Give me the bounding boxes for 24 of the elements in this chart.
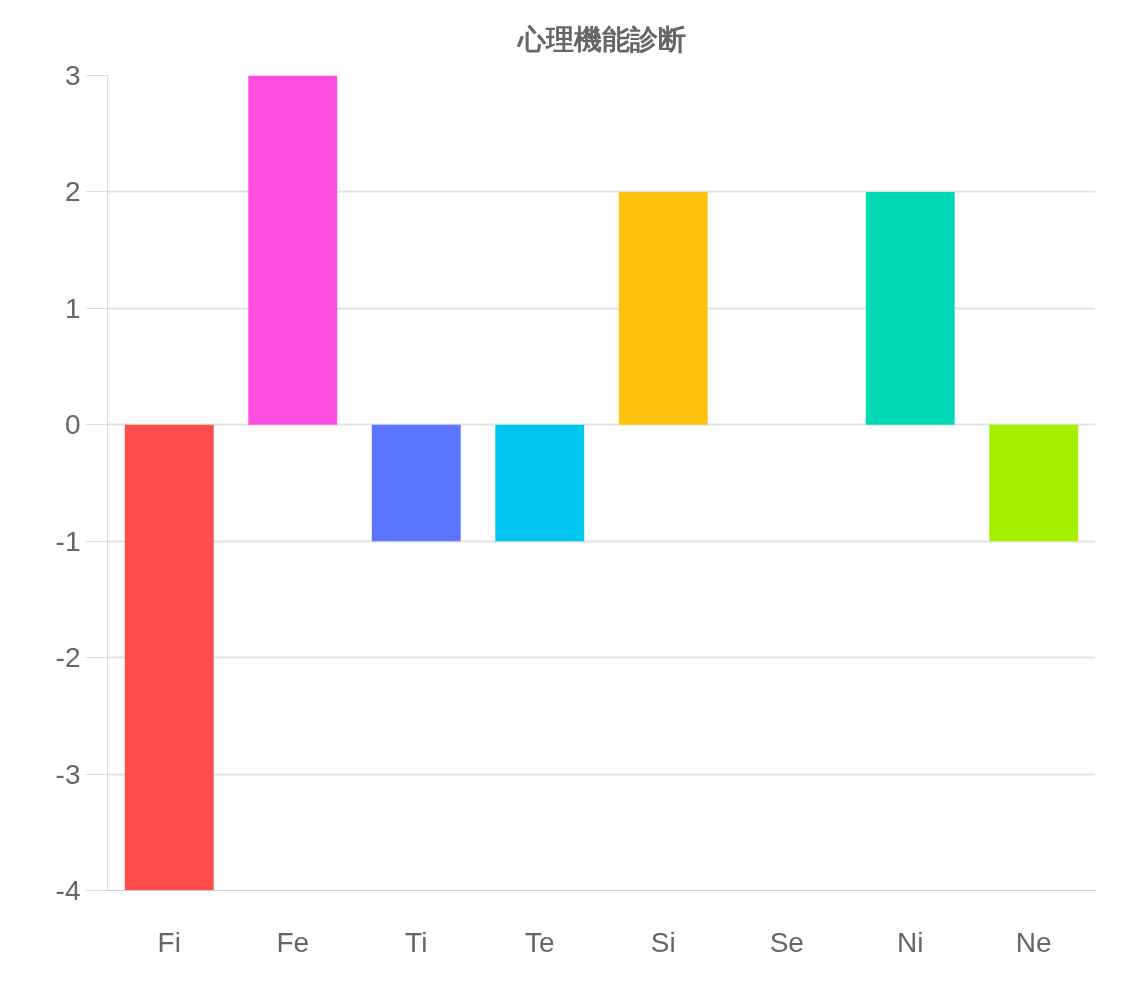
bar	[124, 424, 214, 891]
y-tick-label: 2	[64, 176, 81, 208]
y-tick-label: -3	[55, 758, 81, 790]
x-tick-label: Ni	[897, 926, 924, 958]
bar	[865, 191, 955, 425]
chart-title: 心理機能診断	[515, 22, 686, 56]
bar	[248, 75, 338, 425]
x-tick-label: Fe	[276, 926, 310, 958]
x-tick-label: Ti	[405, 926, 428, 958]
x-tick-label: Ne	[1015, 926, 1052, 958]
bar	[618, 191, 708, 425]
y-tick-label: -4	[55, 875, 81, 906]
y-tick-label: -2	[55, 642, 81, 674]
x-tick-label: Se	[769, 926, 804, 958]
x-tick-label: Te	[524, 926, 555, 958]
y-tick-label: 3	[64, 60, 81, 91]
y-tick-label: 1	[64, 292, 81, 324]
x-tick-label: Si	[650, 926, 676, 958]
y-tick-label: 0	[64, 409, 81, 441]
x-tick-label: Fi	[157, 926, 181, 958]
bar	[989, 424, 1079, 542]
bar	[371, 424, 461, 542]
bar	[495, 424, 585, 542]
y-tick-label: -1	[55, 525, 81, 557]
